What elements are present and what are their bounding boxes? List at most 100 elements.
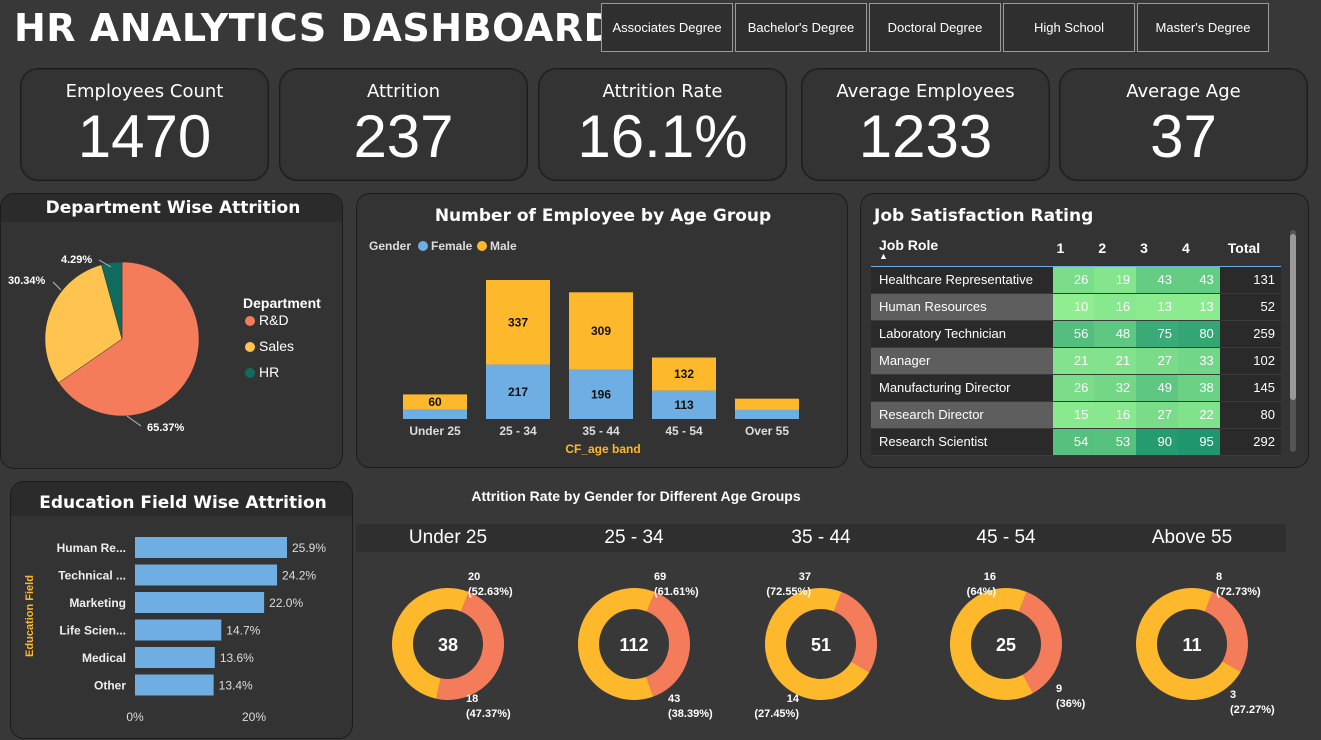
- bar-male[interactable]: [569, 292, 633, 370]
- department-pie-chart[interactable]: Department Wise Attrition 65.37% 30.34% 4.…: [1, 194, 343, 469]
- donut-segment-a[interactable]: [1136, 588, 1241, 700]
- column-header-1[interactable]: 1: [1056, 239, 1065, 256]
- age-group-bar-chart[interactable]: Number of Employee by Age Group Gender F…: [357, 194, 848, 468]
- donut-center-total: 11: [1182, 635, 1201, 655]
- y-tick-label: Technical ...: [58, 569, 126, 583]
- pie-slice-sales[interactable]: [44, 264, 123, 384]
- total-cell: 52: [1219, 293, 1281, 321]
- column-header-2[interactable]: 2: [1098, 239, 1107, 256]
- bar[interactable]: [135, 647, 215, 668]
- table-scrollbar-thumb[interactable]: [1290, 234, 1296, 400]
- page-title: HR ANALYTICS DASHBOARD: [14, 6, 616, 50]
- table-row[interactable]: Human Resources 10 16 13 13 52: [871, 293, 1281, 321]
- bar-female[interactable]: [486, 364, 550, 419]
- pie-slice-rd[interactable]: [58, 261, 200, 417]
- rating-cell: 27: [1136, 347, 1178, 375]
- bar-female[interactable]: [652, 390, 716, 419]
- slicer-doctoral-degree[interactable]: Doctoral Degree: [869, 3, 1001, 52]
- legend-entry: Female: [431, 239, 473, 253]
- donut-segment-b[interactable]: [833, 591, 877, 673]
- column-header-total[interactable]: Total: [1227, 239, 1261, 256]
- rating-cell: 16: [1094, 293, 1137, 321]
- rating-cell: 80: [1177, 320, 1220, 348]
- bar-male[interactable]: [652, 357, 716, 391]
- age-chart-title: Number of Employee by Age Group: [435, 206, 771, 226]
- table-row[interactable]: Manager 21 21 27 33 102: [871, 347, 1281, 375]
- education-field-bar-chart[interactable]: Education Field Wise Attrition Education…: [11, 482, 353, 739]
- rating-cell: 43: [1136, 266, 1178, 294]
- donut-center-total: 38: [438, 635, 458, 655]
- bar[interactable]: [135, 674, 214, 696]
- education-chart-title: Education Field Wise Attrition: [39, 493, 326, 513]
- rating-cell: 22: [1177, 401, 1220, 429]
- y-axis-label: Education Field: [24, 575, 36, 657]
- bar-male[interactable]: [735, 398, 799, 410]
- donut-data-label: 16: [984, 571, 996, 583]
- slicer-masters-degree[interactable]: Master's Degree: [1137, 3, 1269, 52]
- job-satisfaction-title: Job Satisfaction Rating: [874, 206, 1094, 226]
- slicer-high-school[interactable]: High School: [1003, 3, 1135, 52]
- kpi-label: Average Age: [1126, 81, 1241, 102]
- column-header-4[interactable]: 4: [1181, 239, 1190, 256]
- donut-segment-a[interactable]: [950, 588, 1033, 700]
- kpi-label: Attrition: [367, 81, 440, 102]
- job-satisfaction-table: Job Role ▲ 1 2 3 4 Total Healthcare Repre…: [871, 230, 1281, 456]
- bar[interactable]: [135, 592, 265, 613]
- bar-male[interactable]: [486, 280, 550, 365]
- kpi-attrition: Attrition 237: [279, 68, 528, 181]
- bar-female[interactable]: [735, 409, 799, 419]
- bar-data-label: 60: [428, 395, 442, 409]
- table-row[interactable]: Laboratory Technician 56 48 75 80 259: [871, 320, 1281, 348]
- donut-segment-b[interactable]: [436, 591, 504, 700]
- legend-entry: R&D: [259, 312, 289, 328]
- table-row[interactable]: Manufacturing Director 26 32 49 38 145: [871, 374, 1281, 402]
- donut-data-label: (64%): [967, 586, 997, 598]
- bar-data-label: 14.7%: [226, 624, 260, 638]
- donut-center-total: 25: [996, 635, 1016, 655]
- job-satisfaction-panel: Job Satisfaction Rating Job Role ▲ 1 2 3 …: [860, 193, 1309, 468]
- y-tick-label: Medical: [82, 651, 126, 665]
- x-tick-label: 0%: [126, 710, 144, 724]
- bar[interactable]: [135, 537, 287, 558]
- slicer-associates-degree[interactable]: Associates Degree: [601, 3, 733, 52]
- donut-segment-b[interactable]: [1204, 591, 1248, 672]
- rating-cell: 21: [1094, 347, 1137, 375]
- pie-data-label: 65.37%: [147, 422, 185, 434]
- slicer-bachelors-degree[interactable]: Bachelor's Degree: [735, 3, 867, 52]
- rating-cell: 53: [1094, 428, 1137, 456]
- donut-segment-a[interactable]: [765, 588, 870, 700]
- bar[interactable]: [135, 619, 222, 641]
- donut-segment-a[interactable]: [392, 588, 469, 699]
- bar[interactable]: [135, 564, 278, 586]
- job-role-cell: Research Director: [871, 401, 1053, 429]
- donut-segment-b[interactable]: [1018, 591, 1062, 694]
- bar-data-label: 24.2%: [282, 569, 316, 583]
- bar-female[interactable]: [569, 369, 633, 419]
- bar-male[interactable]: [403, 394, 467, 410]
- kpi-value: 1233: [858, 103, 993, 170]
- total-cell: 131: [1219, 266, 1281, 294]
- bar-data-label: 113: [674, 398, 694, 412]
- legend-entry: Sales: [259, 338, 294, 354]
- column-header-job-role[interactable]: Job Role ▲: [879, 236, 939, 261]
- donut-segment-a[interactable]: [578, 588, 655, 700]
- rating-cell: 56: [1052, 320, 1095, 348]
- kpi-value: 16.1%: [577, 103, 748, 170]
- gender-chart-title: Attrition Rate by Gender for Different A…: [471, 488, 800, 504]
- pie-slice-hr[interactable]: [101, 261, 123, 340]
- bar-data-label: 196: [591, 387, 611, 401]
- table-row[interactable]: Healthcare Representative 26 19 43 43 131: [871, 266, 1281, 294]
- donut-segment-b[interactable]: [646, 591, 690, 697]
- donut-data-label: (52.63%): [468, 586, 513, 598]
- table-row[interactable]: Research Scientist 54 53 90 95 292: [871, 428, 1281, 456]
- donut-data-label: (27.45%): [754, 708, 799, 720]
- kpi-employees-count: Employees Count 1470: [20, 68, 269, 181]
- column-header-3[interactable]: 3: [1140, 239, 1148, 256]
- legend-marker: [245, 316, 255, 326]
- table-row[interactable]: Research Director 15 16 27 22 80: [871, 401, 1281, 429]
- job-role-cell: Human Resources: [871, 293, 1053, 321]
- gender-attrition-donuts[interactable]: Attrition Rate by Gender for Different A…: [356, 480, 1296, 740]
- job-role-cell: Laboratory Technician: [871, 320, 1053, 348]
- bar-female[interactable]: [403, 409, 467, 419]
- job-role-cell: Manufacturing Director: [871, 374, 1053, 402]
